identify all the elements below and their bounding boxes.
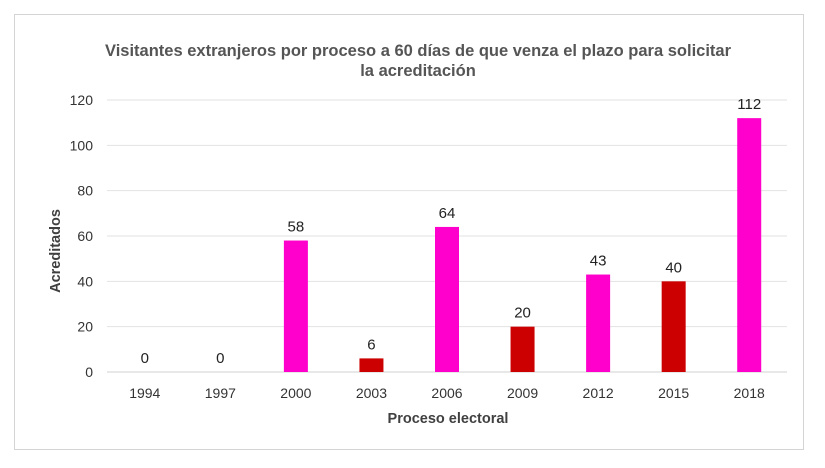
y-tick-label: 20 <box>77 319 93 335</box>
x-axis-title: Proceso electoral <box>388 411 509 427</box>
data-label-2003: 6 <box>367 336 375 353</box>
bar-2015 <box>661 281 686 372</box>
data-label-2000: 58 <box>288 219 305 236</box>
y-tick-label: 0 <box>85 364 93 380</box>
data-label-2015: 40 <box>665 259 682 276</box>
data-label-2006: 64 <box>439 205 456 222</box>
x-tick-label-1997: 1997 <box>205 385 236 401</box>
y-axis-title: Acreditados <box>48 209 64 293</box>
bar-2018 <box>737 118 762 372</box>
chart-title-line-1: Visitantes extranjeros por proceso a 60 … <box>105 42 732 60</box>
bar-2012 <box>586 274 611 372</box>
y-tick-label: 100 <box>70 137 94 153</box>
x-tick-label-2009: 2009 <box>507 385 538 401</box>
x-tick-label-2000: 2000 <box>280 385 311 401</box>
x-tick-label-1994: 1994 <box>129 385 160 401</box>
x-tick-label-2015: 2015 <box>658 385 689 401</box>
bar-2009 <box>510 326 535 372</box>
x-tick-label-2003: 2003 <box>356 385 387 401</box>
bar-2000 <box>283 240 308 372</box>
chart-frame: Visitantes extranjeros por proceso a 60 … <box>14 14 804 450</box>
data-label-1997: 0 <box>216 350 224 367</box>
bar-chart: Visitantes extranjeros por proceso a 60 … <box>48 42 787 427</box>
data-labels: 0 0 58 6 64 20 43 40 112 <box>141 96 762 367</box>
bar-2006 <box>435 226 459 372</box>
data-label-1994: 0 <box>141 350 149 367</box>
chart-title-line-2: la acreditación <box>360 62 476 80</box>
bar-2003 <box>359 358 384 372</box>
y-tick-label: 80 <box>77 183 93 199</box>
y-tick-label: 120 <box>70 92 94 108</box>
bars <box>283 118 762 372</box>
x-tick-label-2012: 2012 <box>583 385 614 401</box>
y-axis-ticks: 0 20 40 60 80 100 120 <box>70 92 94 380</box>
x-axis-ticks: 1994 1997 2000 2003 2006 2009 2012 2015 2018 <box>129 385 765 401</box>
y-tick-label: 60 <box>77 228 93 244</box>
data-label-2018: 112 <box>737 96 761 113</box>
x-tick-label-2006: 2006 <box>431 385 462 401</box>
x-tick-label-2018: 2018 <box>734 385 765 401</box>
y-tick-label: 40 <box>77 273 93 289</box>
data-label-2012: 43 <box>590 253 607 270</box>
data-label-2009: 20 <box>514 305 531 322</box>
